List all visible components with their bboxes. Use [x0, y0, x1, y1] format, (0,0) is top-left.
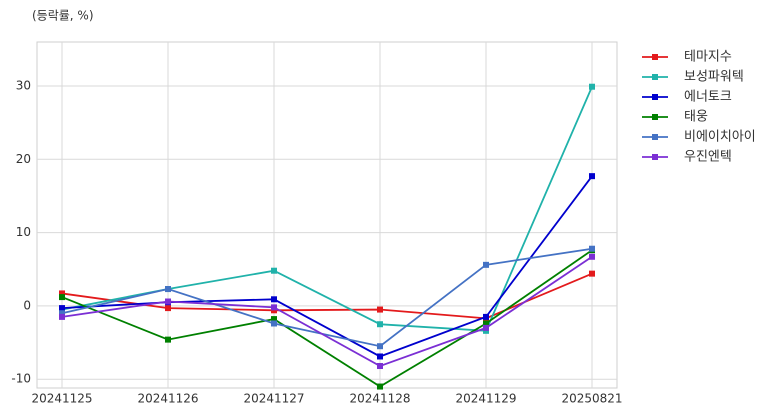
legend-marker: [652, 154, 658, 160]
x-tick-label: 20241126: [137, 392, 198, 406]
legend-label: 테마지수: [684, 50, 732, 65]
plot-frame: [36, 41, 618, 389]
marker: [483, 324, 489, 331]
annotation: (등락률, %): [32, 9, 94, 23]
series-line: [61, 247, 593, 348]
marker: [271, 296, 277, 303]
marker: [165, 298, 171, 305]
y-tick-label: -10: [11, 372, 31, 386]
marker: [589, 245, 595, 252]
legend-label: 보성파워텍: [684, 70, 744, 85]
marker: [377, 383, 383, 390]
marker: [165, 336, 171, 343]
legend-marker: [652, 134, 658, 140]
marker: [59, 290, 65, 297]
marker: [271, 316, 277, 323]
x-tick-label: 20250821: [561, 392, 622, 406]
marker: [483, 261, 489, 268]
x-tick-label: 20241128: [349, 392, 410, 406]
legend-marker: [652, 74, 658, 80]
marker: [589, 83, 595, 90]
marker: [589, 173, 595, 180]
y-tick-label: 10: [16, 225, 31, 239]
marker: [377, 321, 383, 328]
legend-label: 비에이치아이: [684, 130, 756, 145]
marker: [377, 353, 383, 360]
marker: [377, 343, 383, 350]
marker: [589, 270, 595, 277]
x-tick-label: 20241127: [243, 392, 304, 406]
marker: [589, 253, 595, 260]
marker: [59, 305, 65, 312]
marker: [483, 320, 489, 327]
y-tick-label: 20: [16, 152, 31, 166]
marker: [377, 363, 383, 370]
marker: [59, 294, 65, 301]
legend-label: 에너토크: [684, 90, 732, 105]
legend-label: 우진엔텍: [684, 150, 732, 165]
marker: [59, 310, 65, 317]
marker: [483, 313, 489, 320]
marker: [271, 267, 277, 274]
marker: [271, 320, 277, 327]
legend-marker: [652, 114, 658, 120]
legend-label: 태웅: [684, 110, 708, 125]
legend-marker: [652, 94, 658, 100]
y-tick-label: 0: [23, 298, 31, 312]
series-line: [61, 256, 593, 367]
marker: [377, 306, 383, 313]
x-tick-label: 20241125: [31, 392, 92, 406]
x-tick-label: 20241129: [455, 392, 516, 406]
y-tick-label: 30: [16, 78, 31, 92]
legend-marker: [652, 54, 658, 60]
marker: [165, 286, 171, 293]
marker: [59, 313, 65, 320]
marker: [271, 304, 277, 311]
marker: [165, 305, 171, 312]
series-line: [61, 249, 593, 388]
